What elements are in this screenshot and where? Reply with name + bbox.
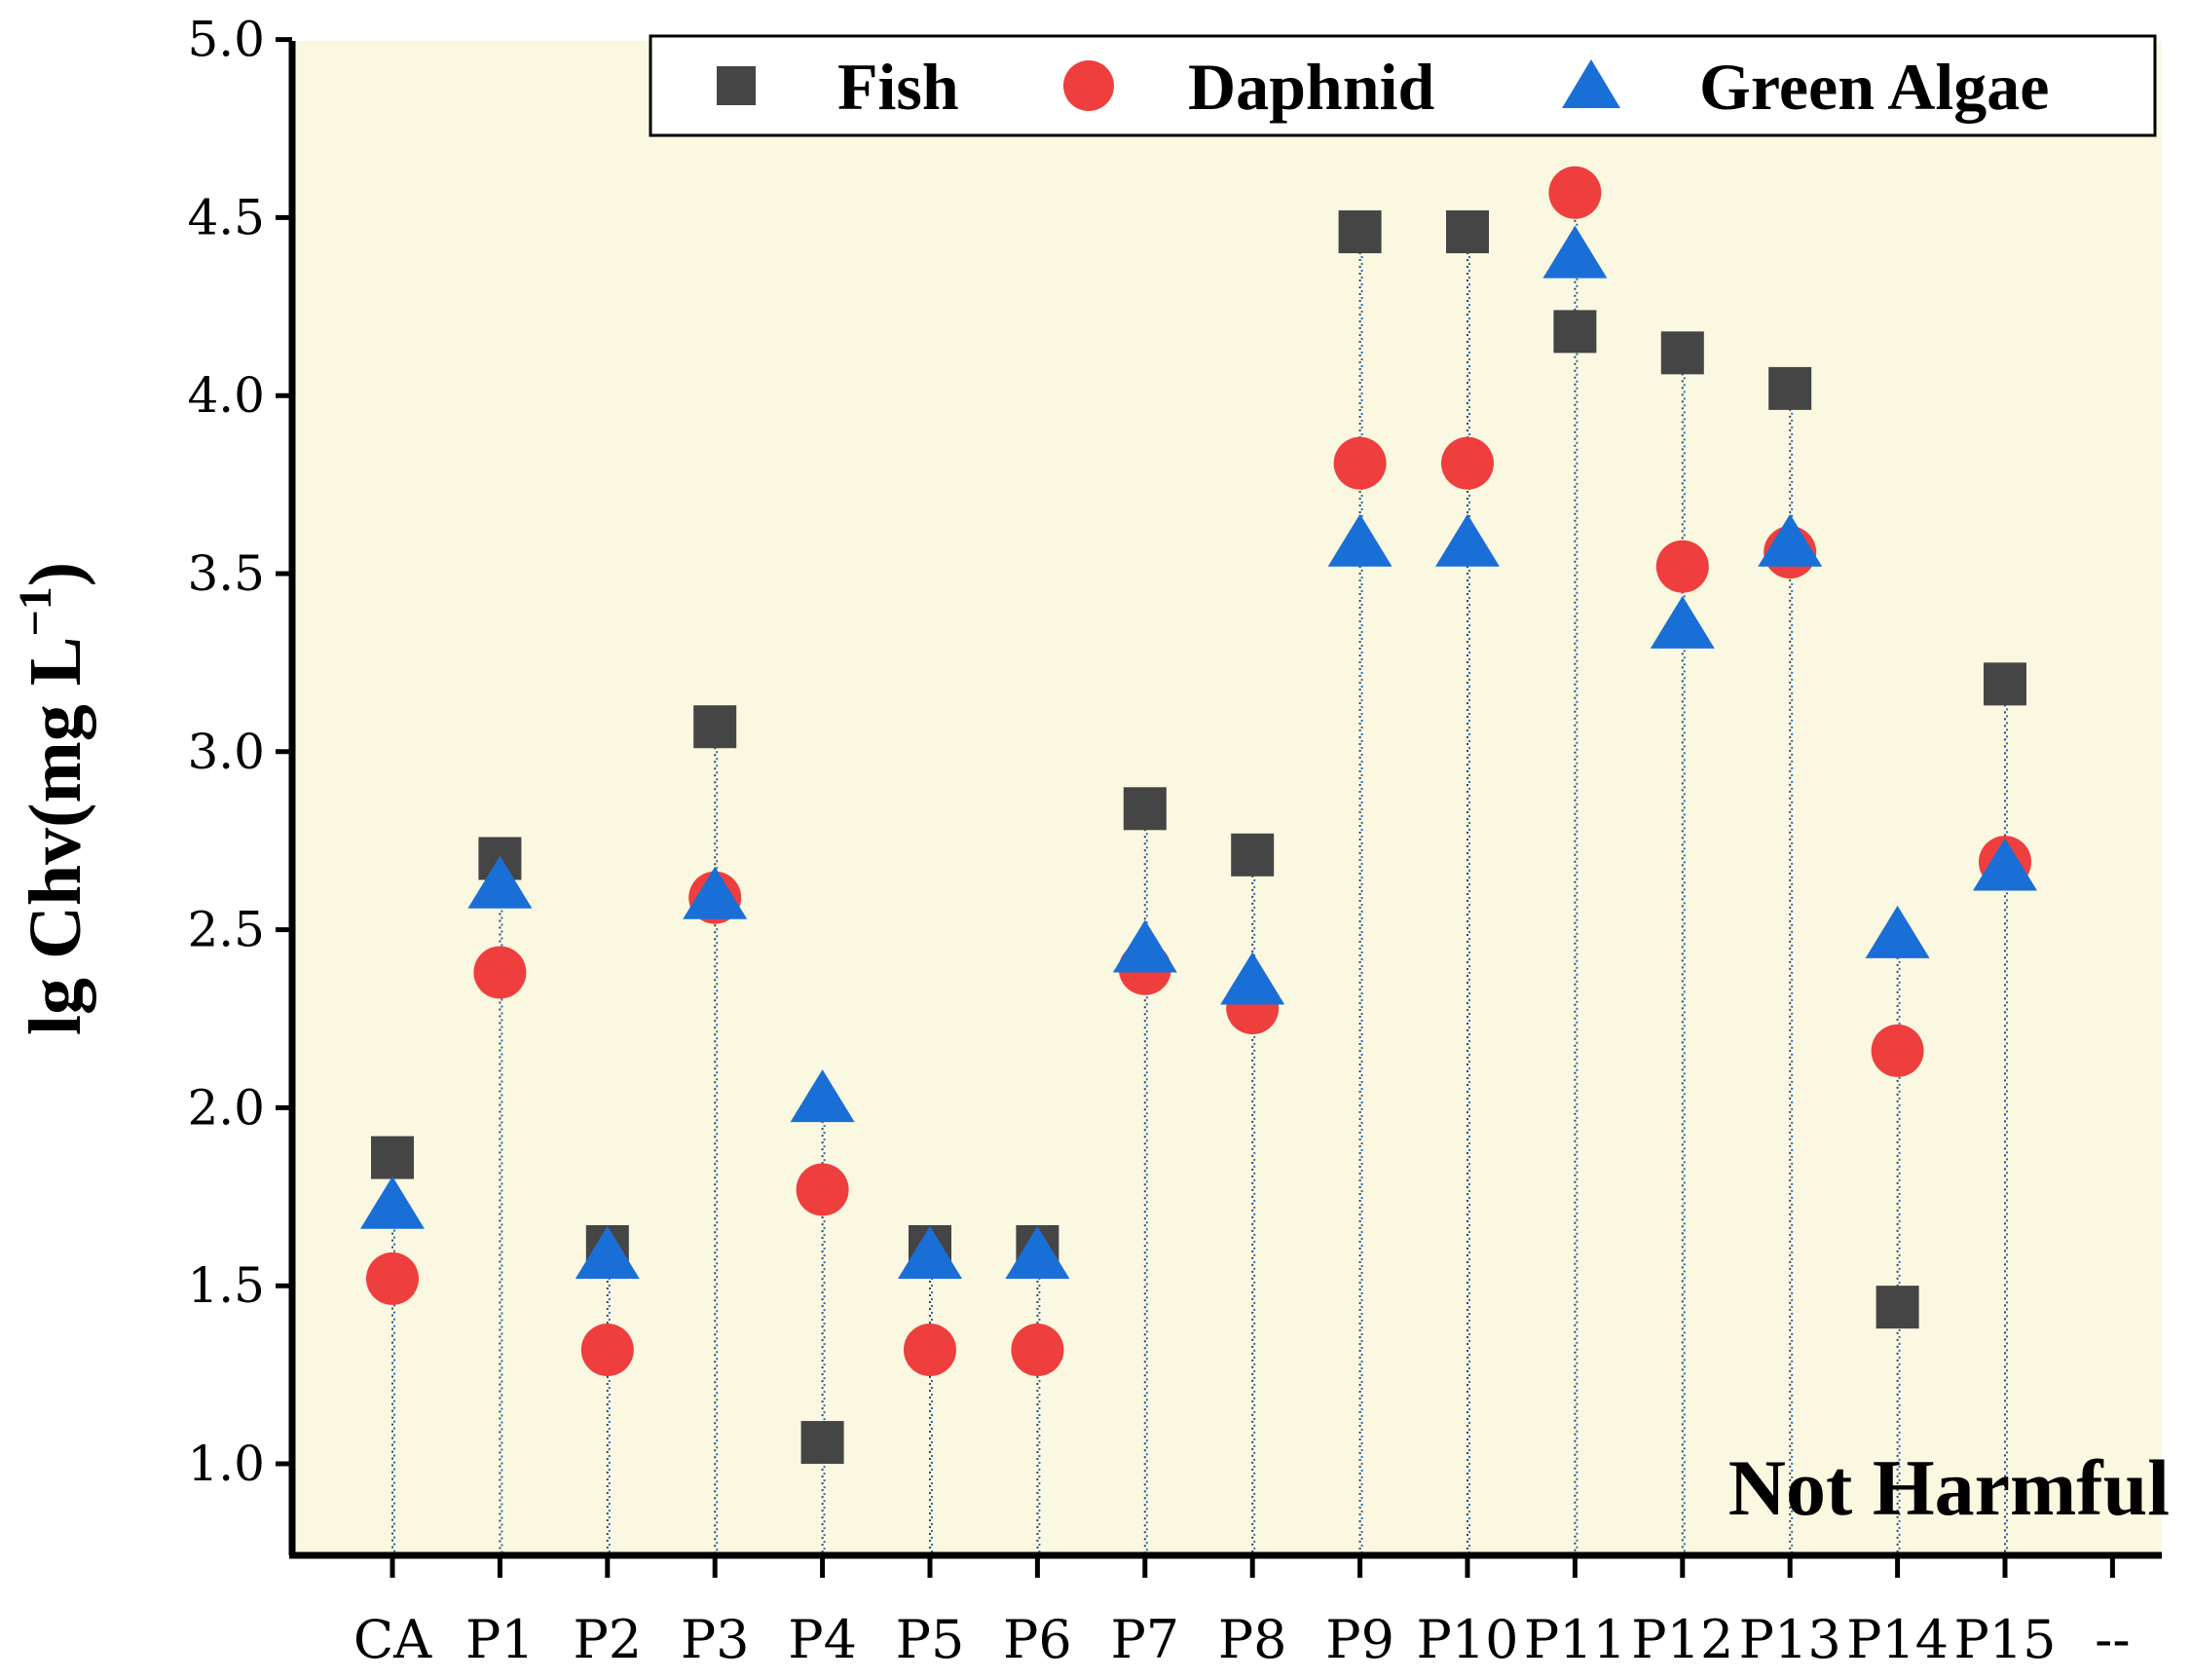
green-algae-point [790,1069,855,1123]
x-tick-label: P4 [788,1609,857,1670]
y-tick-label: 3.0 [187,724,265,780]
green-algae-point [360,1176,425,1229]
daphnid-point [1441,436,1494,490]
y-axis-label-superscript: −1 [10,586,61,636]
green-algae-point [1865,905,1930,958]
y-axis-label-main: lg Chv(mg L [15,637,96,1036]
legend: Fish Daphnid Green Algae [649,34,2157,137]
green-algae-point [1650,595,1715,649]
x-tick-label: P9 [1325,1609,1394,1670]
green-algae-point [575,1225,640,1279]
plot-background [292,41,2162,1555]
fish-point [1768,366,1812,410]
green-algae-point [1973,838,2037,891]
x-tick-label: P3 [681,1609,750,1670]
green-algae-point [1542,225,1608,279]
x-tick-label: P8 [1218,1609,1287,1670]
daphnid-point [366,1251,419,1305]
y-ticks: 1.0 1.5 2.0 2.5 3.0 3.5 4.0 4.5 5.0 [187,12,292,1492]
green-algae-point [467,855,533,909]
green-algae-point [898,1225,962,1279]
y-tick-label: 1.5 [187,1257,265,1314]
legend-green-algae-label: Green Algae [1699,50,2049,124]
x-ticks: CA P1 P2 P3 P4 P5 P6 P7 P8 P9 P10 P11 P12 P13 P14 P15 -- [353,1555,2131,1670]
x-tick-label: P15 [1953,1609,2056,1670]
green-algae-point [1005,1225,1070,1279]
x-tick-label: CA [353,1609,432,1670]
green-algae-point [1220,952,1285,1005]
daphnid-point [1655,540,1709,593]
y-tick-label: 1.0 [187,1436,265,1492]
x-tick-label: P2 [573,1609,642,1670]
daphnid-point [580,1324,634,1377]
fish-point [1338,210,1382,254]
fish-point [1446,210,1489,254]
fish-point [693,705,737,749]
fish-point [1231,833,1275,877]
y-tick-label: 4.5 [187,189,265,245]
daphnid-point [1333,436,1387,490]
x-tick-label: P1 [465,1609,535,1670]
data-markers [360,166,2037,1465]
y-tick-label: 2.5 [187,902,265,958]
fish-point [371,1136,414,1179]
legend-green-algae-marker [1562,59,1620,108]
legend-box [649,34,2157,137]
x-tick-label: P13 [1739,1609,1841,1670]
x-tick-label: P12 [1631,1609,1733,1670]
green-algae-point [1435,513,1500,567]
y-axis-label: lg Chv(mg L−1) [10,562,96,1035]
x-tick-label: -- [2095,1609,2131,1670]
daphnid-point [1548,166,1602,219]
axes [288,41,2162,1559]
daphnid-point [904,1324,956,1377]
x-tick-label: P7 [1110,1609,1179,1670]
green-algae-point [1327,513,1393,567]
x-tick-label: P10 [1416,1609,1518,1670]
fish-point [1875,1286,1919,1329]
fish-point [1660,331,1704,375]
green-algae-point [1112,919,1177,973]
y-tick-label: 3.5 [187,545,265,602]
legend-fish-label: Fish [837,50,959,124]
legend-daphnid-marker [1063,60,1114,111]
daphnid-point [796,1163,849,1216]
fish-point [1984,662,2026,706]
legend-fish-marker [717,66,756,105]
fish-point [1123,787,1167,831]
fish-point [1553,310,1597,354]
daphnid-point [1011,1324,1064,1377]
x-tick-label: P14 [1846,1609,1949,1670]
region-label: Not Harmful [1728,1443,2170,1532]
green-algae-point [1758,513,1823,567]
y-tick-label: 4.0 [187,367,265,424]
x-tick-label: P11 [1524,1609,1626,1670]
x-tick-label: P5 [896,1609,965,1670]
y-tick-label: 2.0 [187,1079,265,1136]
daphnid-point [1871,1024,1924,1077]
x-tick-label: P6 [1003,1609,1072,1670]
daphnid-point [473,946,527,999]
y-axis-label-close: ) [15,562,96,586]
fish-point [800,1421,844,1465]
y-tick-label: 5.0 [187,12,265,68]
green-algae-point [683,866,748,919]
legend-daphnid-label: Daphnid [1188,50,1434,124]
